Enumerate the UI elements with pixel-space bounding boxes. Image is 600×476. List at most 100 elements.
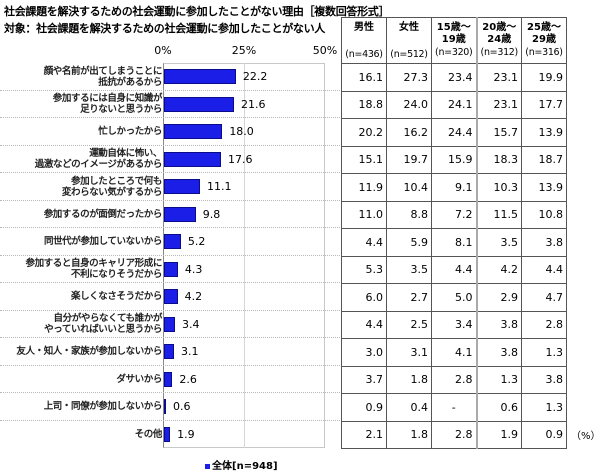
table-cell: 19.9 xyxy=(521,63,567,92)
category-label-line: 参加するのが面倒だったから xyxy=(43,208,163,220)
table-cell: 2.8 xyxy=(431,365,478,394)
table-cell: 1.8 xyxy=(386,420,432,449)
table-cell: 17.7 xyxy=(521,90,567,119)
row-separator xyxy=(0,172,342,173)
row-separator xyxy=(0,144,342,146)
bar-value-label: 0.6 xyxy=(173,400,191,413)
category-label-line: 抵抗があるから xyxy=(98,76,162,88)
bar-row: 参加するには自身に知識が 足りないと思うから 21.6 xyxy=(0,91,342,118)
column-header-label: 15歳～ 19歳 xyxy=(436,22,471,45)
bar xyxy=(164,289,178,304)
bar-row: 同世代が参加していないから 5.2 xyxy=(0,228,342,256)
table-cell: 23.4 xyxy=(431,63,478,92)
category-label-line: 参加するには自身に知識が xyxy=(52,93,163,105)
table-cell: 20.2 xyxy=(341,118,387,147)
column-sample-size: (n=436) xyxy=(345,49,383,60)
table-cell: 3.7 xyxy=(341,365,387,394)
table-cell: 5.0 xyxy=(431,283,478,312)
table-row: 18.8 24.0 24.1 23.1 17.7 xyxy=(341,90,567,119)
row-separator xyxy=(0,392,342,393)
table-cell: 3.4 xyxy=(431,310,478,339)
table-cell: 5.3 xyxy=(341,255,387,284)
table-cell: 16.1 xyxy=(341,63,387,92)
category-label-line: 友人・知人・家族が参加しないから xyxy=(16,346,162,358)
row-separator xyxy=(0,364,342,366)
bar xyxy=(164,344,175,359)
table-cell: 2.9 xyxy=(476,283,522,312)
category-label: 参加するのが面倒だったから xyxy=(0,201,163,229)
table-cell: 10.8 xyxy=(521,200,567,229)
bar-row: 参加すると自身のキャリア形成に 不利になりそうだから 4.3 xyxy=(0,256,342,283)
table-cell: 5.9 xyxy=(386,228,432,257)
chart-subtitle: 対象：社会課題を解決するための社会運動に参加したことがない人 xyxy=(4,22,325,35)
category-label-line: 足りないと思うから xyxy=(80,104,162,116)
category-label: 参加したところで何も 変わらない気がするから xyxy=(0,173,163,201)
table-cell: 18.3 xyxy=(476,145,522,174)
bar-value-label: 5.2 xyxy=(187,235,206,248)
table-cell: 3.8 xyxy=(521,365,567,394)
bar-value-label: 22.2 xyxy=(242,70,268,83)
category-label-line: 運動自体に怖い、 xyxy=(89,148,162,160)
category-label-line: 参加したところで何も xyxy=(70,175,162,187)
table-cell: 1.3 xyxy=(476,365,522,394)
table-cell: 4.2 xyxy=(476,255,522,284)
table-cell: 15.9 xyxy=(431,145,478,174)
bar xyxy=(164,261,178,277)
category-label-line: 自分がやらなくても誰かが xyxy=(53,313,163,325)
table-cell: 1.3 xyxy=(521,338,567,367)
table-cell: 8.8 xyxy=(386,200,432,229)
axis-tick-50: 50% xyxy=(312,44,338,57)
column-header: 男性 (n=436) xyxy=(341,17,387,64)
legend-label: 全体[n=948] xyxy=(212,461,278,472)
category-label-line: ダサいから xyxy=(116,373,162,385)
row-separator xyxy=(0,199,342,201)
table-cell: 3.1 xyxy=(386,338,432,367)
column-header: 25歳～ 29歳 (n=316) xyxy=(521,17,567,64)
row-separator xyxy=(0,337,342,338)
bar xyxy=(164,179,200,194)
table-cell: 3.8 xyxy=(521,228,567,257)
table-cell: 15.7 xyxy=(476,118,522,147)
bar-value-label: 4.2 xyxy=(184,290,203,303)
bar-row: 友人・知人・家族が参加しないから 3.1 xyxy=(0,338,342,366)
table-cell: 0.9 xyxy=(521,420,567,449)
row-separator xyxy=(0,309,342,311)
column-header-label: 女性 xyxy=(399,22,419,33)
bar-row: 忙しかったから 18.0 xyxy=(0,118,342,146)
table-cell: 8.1 xyxy=(431,228,478,257)
table-cell: 2.8 xyxy=(521,310,567,339)
bar xyxy=(164,399,166,414)
table-cell: 7.2 xyxy=(431,200,478,229)
bar-value-label: 2.6 xyxy=(179,372,197,386)
table-cell: 4.4 xyxy=(341,228,387,257)
row-separator xyxy=(0,89,342,91)
category-label: 忙しかったから xyxy=(0,118,162,146)
table-cell: 18.8 xyxy=(341,90,387,119)
table-cell: 16.2 xyxy=(386,118,432,147)
bar xyxy=(164,371,173,387)
table-cell: 9.1 xyxy=(431,173,478,202)
bar-value-label: 3.1 xyxy=(181,345,199,358)
column-header-label: 男性 xyxy=(354,22,374,33)
table-cell: 10.4 xyxy=(386,173,432,202)
category-label: 自分がやらなくても誰かが やっていればいいと思うから xyxy=(0,311,162,339)
table-cell: 4.1 xyxy=(431,338,478,367)
bar-row: その他 1.9 xyxy=(0,421,342,449)
bar-value-label: 21.6 xyxy=(240,97,266,111)
bar-value-label: 1.9 xyxy=(177,427,195,441)
category-label-line: 同世代が参加していないから xyxy=(43,236,162,248)
column-sample-size: (n=512) xyxy=(390,49,428,60)
table-row: 16.1 27.3 23.4 23.1 19.9 xyxy=(341,63,567,92)
bar-row: 運動自体に怖い、 過激などのイメージがあるから 17.6 xyxy=(0,146,342,173)
table-cell: 13.9 xyxy=(521,118,567,147)
row-separator xyxy=(0,254,342,256)
column-header: 20歳～ 24歳 (n=312) xyxy=(476,17,522,64)
bar-value-label: 18.0 xyxy=(229,125,254,138)
table-row: 20.2 16.2 24.4 15.7 13.9 xyxy=(341,118,567,147)
table-row: 3.7 1.8 2.8 1.3 3.8 xyxy=(341,365,567,394)
category-label-line: 変わらない気がするから xyxy=(61,186,163,198)
table-cell: 2.8 xyxy=(431,420,478,449)
table-cell: 6.0 xyxy=(341,283,387,312)
bar-row: 楽しくなさそうだから 4.2 xyxy=(0,283,342,311)
category-label-line: やっていればいいと思うから xyxy=(44,324,162,336)
